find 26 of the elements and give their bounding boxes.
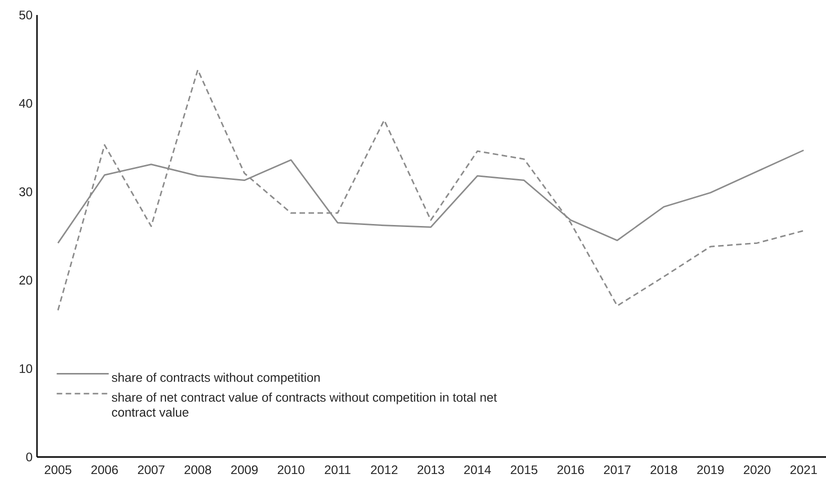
y-tick-label: 40 [19, 98, 32, 108]
x-tick-label: 2010 [278, 465, 304, 474]
x-tick-label: 2005 [44, 465, 72, 474]
y-tick-label: 0 [26, 452, 32, 462]
x-tick-label: 2020 [744, 465, 770, 474]
y-tick-label: 50 [19, 10, 32, 20]
x-tick-label: 2011 [324, 465, 350, 474]
x-tick-label: 2007 [138, 465, 164, 474]
x-tick-label: 2017 [604, 465, 630, 474]
legend-label: share of net contract value of contracts without competition in total net contract value [112, 392, 497, 417]
x-tick-label: 2008 [184, 465, 212, 474]
x-tick-label: 2018 [650, 465, 678, 474]
x-tick-label: 2013 [418, 465, 444, 474]
legend-label: share of contracts without competition [112, 372, 320, 384]
y-tick-label: 30 [19, 187, 32, 196]
x-tick-label: 2006 [91, 465, 118, 474]
x-tick-label: 2009 [231, 465, 258, 474]
x-tick-label: 2019 [697, 465, 724, 474]
x-tick-label: 2014 [464, 465, 491, 474]
line-series [57, 69, 804, 312]
x-tick-label: 2012 [370, 465, 398, 474]
x-tick-label: 2021 [790, 465, 817, 474]
x-tick-label: 2015 [510, 465, 538, 474]
x-tick-label: 2016 [557, 465, 584, 474]
y-tick-label: 20 [19, 276, 32, 285]
y-tick-label: 10 [20, 364, 32, 374]
